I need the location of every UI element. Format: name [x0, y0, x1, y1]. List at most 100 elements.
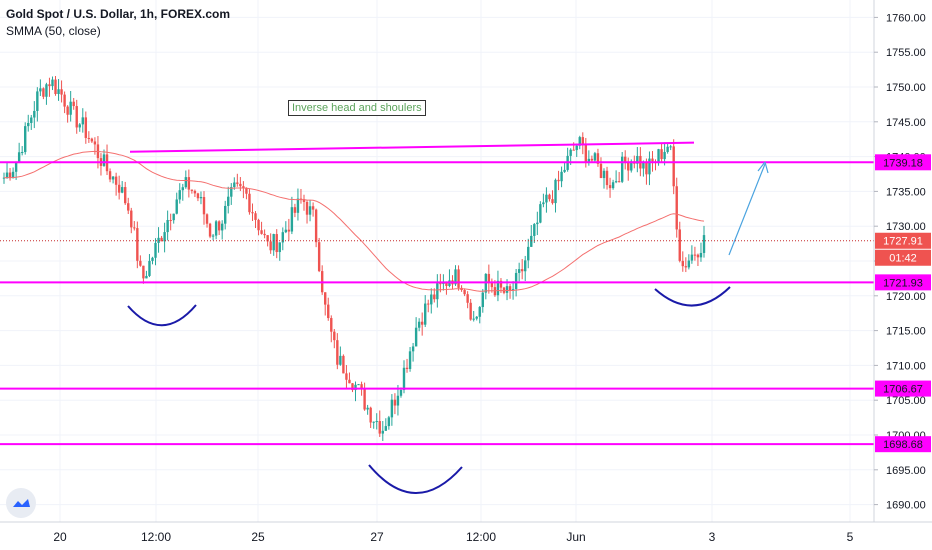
candle-body	[14, 162, 18, 172]
candle-body	[281, 232, 284, 243]
x-tick-label: 5	[847, 530, 854, 544]
candle-body	[608, 185, 612, 189]
candle-body	[396, 395, 400, 406]
candle-body	[378, 421, 381, 434]
candle-body	[357, 384, 360, 386]
candle-body	[681, 260, 684, 267]
candle-body	[245, 188, 248, 194]
candle-body	[72, 101, 75, 107]
candle-body	[33, 110, 36, 118]
candle-body	[696, 254, 700, 258]
candle-body	[569, 149, 572, 156]
candle-body	[345, 373, 348, 380]
candle-body	[366, 407, 369, 410]
candle-body	[42, 88, 45, 97]
candle-body	[596, 153, 600, 164]
y-tick-label: 1715.00	[886, 326, 926, 338]
candle-body	[178, 190, 181, 200]
neckline	[129, 141, 695, 153]
candle-body	[284, 229, 288, 233]
candle-body	[605, 170, 609, 186]
candle-body	[393, 399, 397, 406]
candle-body	[160, 237, 163, 242]
candle-body	[57, 89, 60, 94]
candle-body	[617, 181, 621, 183]
candle-body	[287, 229, 291, 232]
candle-body	[663, 151, 666, 160]
candle-body	[381, 430, 384, 434]
candle-body	[193, 190, 197, 194]
candle-body	[142, 265, 145, 279]
candle-body	[575, 145, 578, 151]
candle-body	[517, 269, 521, 273]
x-tick-label: 12:00	[466, 530, 496, 544]
candle-body	[369, 407, 372, 423]
left-shoulder-arc	[127, 304, 197, 327]
candle-body	[620, 156, 624, 182]
candle-body	[124, 187, 127, 204]
level-tag-bg	[875, 154, 931, 171]
chart-title: Gold Spot / U.S. Dollar, 1h, FOREX.com	[6, 7, 231, 21]
candle-body	[227, 196, 230, 206]
candle-body	[154, 242, 157, 258]
x-tick-label: Jun	[566, 530, 585, 544]
y-tick-label: 1690.00	[886, 500, 926, 512]
candle-body	[593, 153, 597, 161]
candle-body	[433, 294, 436, 300]
candle-body	[60, 89, 63, 95]
pattern-annotation[interactable]: Inverse head and shoulers	[288, 100, 426, 116]
candle-body	[417, 321, 421, 328]
candle-body	[560, 171, 563, 182]
level-tag: 1698.68	[883, 439, 923, 451]
candle-body	[327, 304, 330, 319]
candle-body	[475, 316, 478, 319]
candle-body	[551, 199, 554, 204]
candle-body	[469, 302, 472, 320]
candle-body	[505, 286, 509, 293]
candle-body	[548, 194, 551, 200]
time-axis: 20 12:00 25 27 12:00 Jun 3 5	[53, 530, 853, 544]
y-tick-label: 1735.00	[886, 186, 926, 198]
candle-body	[348, 379, 351, 384]
candle-body	[117, 184, 121, 193]
legend: Gold Spot / U.S. Dollar, 1h, FOREX.com S…	[6, 6, 230, 40]
y-tick-label: 1730.00	[886, 221, 926, 233]
candle-body	[360, 384, 363, 390]
candle-body	[114, 176, 118, 185]
candle-body	[130, 210, 133, 228]
candle-body	[557, 179, 560, 182]
candle-body	[317, 242, 321, 272]
countdown-tag-bg	[875, 249, 931, 266]
level-tag-bg	[875, 436, 931, 453]
support-resistance-levels	[0, 161, 874, 446]
candle-body	[8, 172, 12, 179]
candle-body	[269, 241, 272, 251]
candle-body	[496, 280, 500, 296]
tradingview-logo-icon[interactable]	[6, 488, 36, 518]
candle-body	[363, 389, 366, 410]
candle-body	[172, 213, 175, 221]
candle-body	[542, 202, 545, 205]
candle-body	[642, 161, 645, 169]
candle-body	[87, 137, 91, 139]
projection-arrow	[728, 161, 769, 256]
candle-body	[514, 272, 518, 290]
candle-body	[699, 252, 703, 258]
candle-body	[254, 213, 257, 220]
candle-body	[454, 269, 457, 285]
candle-body	[351, 383, 354, 391]
candle-body	[545, 194, 548, 203]
candle-body	[672, 146, 675, 187]
candle-body	[145, 275, 148, 279]
candle-body	[51, 79, 54, 87]
candle-body	[69, 101, 72, 115]
candle-body	[30, 117, 33, 123]
candle-body	[457, 269, 460, 288]
candle-body	[669, 146, 672, 148]
candle-body	[648, 158, 651, 175]
candle-body	[405, 367, 409, 369]
candle-body	[590, 158, 594, 161]
candle-body	[339, 355, 342, 365]
shoulder-head-arcs	[127, 286, 731, 494]
